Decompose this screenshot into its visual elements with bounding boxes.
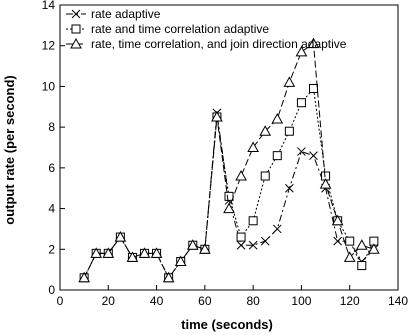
y-tick-label: 2 [48, 242, 55, 256]
data-point [272, 151, 282, 161]
legend-item: rate and time correlation adaptive [66, 22, 269, 36]
data-point [138, 247, 151, 258]
data-point [236, 240, 246, 250]
data-point [345, 236, 355, 246]
data-point [333, 236, 342, 246]
x-tick-label: 120 [340, 294, 360, 308]
y-tick-label: 8 [48, 120, 55, 134]
data-point [174, 255, 187, 266]
data-point [283, 76, 296, 87]
data-point [284, 126, 294, 136]
legend-label: rate, time correlation, and join directi… [91, 37, 347, 51]
y-tick-label: 10 [42, 79, 56, 93]
y-axis-title: output rate (per second) [2, 75, 17, 225]
x-axis-title: time (seconds) [181, 317, 273, 332]
y-tick-label: 0 [48, 283, 55, 297]
data-point [247, 141, 259, 152]
data-point [272, 224, 282, 234]
data-point [211, 110, 223, 122]
data-point [368, 243, 380, 254]
plot-frame [59, 4, 399, 291]
data-point [114, 231, 127, 242]
legend-item: rate, time correlation, and join directi… [66, 37, 347, 51]
legend-marker [70, 37, 82, 49]
series-2 [79, 83, 379, 283]
data-point [259, 125, 272, 136]
data-point [236, 232, 246, 242]
data-point [285, 183, 294, 193]
data-point [235, 169, 247, 181]
data-point [357, 261, 367, 271]
data-point [331, 214, 344, 226]
data-point [355, 239, 368, 250]
legend-label: rate adaptive [91, 7, 161, 21]
x-tick-label: 0 [57, 294, 64, 308]
data-point [90, 247, 103, 258]
x-tick-label: 60 [198, 294, 212, 308]
data-point [260, 236, 270, 246]
data-point [224, 191, 234, 201]
data-point [78, 271, 90, 283]
data-point [295, 45, 308, 57]
data-point [297, 147, 306, 156]
data-point [260, 171, 270, 181]
x-tick-label: 20 [102, 294, 116, 308]
data-point [309, 83, 318, 93]
series-line [83, 42, 375, 279]
x-tick-label: 80 [246, 294, 260, 308]
data-point [199, 243, 211, 254]
y-tick-label: 4 [48, 202, 55, 216]
data-point [248, 240, 258, 250]
data-point [150, 247, 163, 258]
legend-item: rate adaptive [66, 7, 161, 21]
data-point [309, 151, 318, 160]
x-tick-label: 100 [291, 294, 311, 308]
data-point [162, 271, 175, 283]
data-point [307, 37, 320, 49]
data-point [126, 251, 139, 262]
data-point [186, 239, 199, 250]
data-point [319, 178, 332, 189]
data-point [102, 247, 115, 258]
legend-label: rate and time correlation adaptive [91, 22, 269, 36]
y-tick-label: 12 [42, 39, 56, 53]
legend-marker [71, 9, 81, 19]
series-layer [78, 37, 380, 283]
data-point [271, 112, 284, 124]
x-tick-label: 140 [388, 294, 408, 308]
y-tick-label: 6 [48, 161, 55, 175]
data-point [248, 216, 258, 226]
y-tick-label: 14 [42, 0, 56, 12]
series-3 [78, 37, 380, 283]
legend-marker [71, 24, 81, 34]
x-tick-label: 40 [150, 294, 164, 308]
axes: 0 20 40 60 80 100 120 140 0 2 4 6 8 10 12 14 [42, 0, 409, 308]
data-point [223, 202, 235, 214]
data-point [296, 98, 306, 108]
data-point [343, 251, 356, 262]
